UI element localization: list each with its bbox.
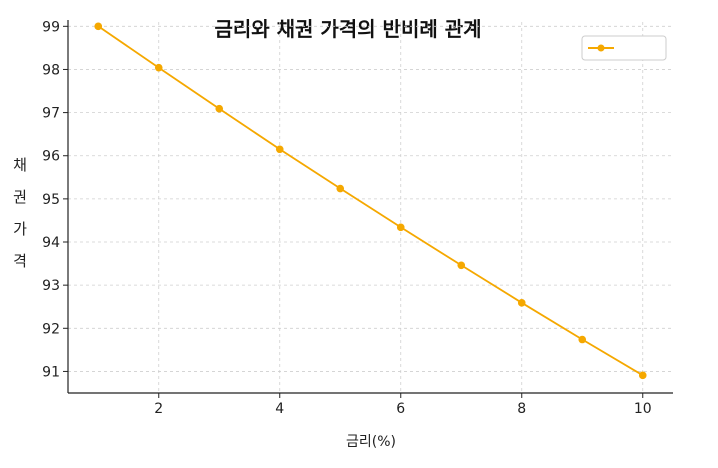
y-tick-label: 93: [42, 278, 60, 294]
axes: [63, 20, 673, 398]
series-layer: [94, 22, 647, 380]
legend: [581, 35, 667, 61]
data-point: [94, 22, 103, 31]
y-tick-label: 92: [42, 321, 60, 337]
x-tick-label: 4: [275, 401, 284, 417]
x-tick-label: 6: [396, 401, 405, 417]
y-tick-label: 99: [42, 19, 60, 35]
y-tick-label: 97: [42, 106, 60, 122]
data-point: [154, 63, 163, 72]
y-tick-label: 91: [42, 364, 60, 380]
data-point: [336, 184, 345, 193]
y-tick-label: 96: [42, 149, 60, 165]
y-tick-label: 95: [42, 192, 60, 208]
y-tick-label: 94: [42, 235, 60, 251]
data-point: [457, 261, 466, 270]
grid-lines: [68, 22, 673, 393]
data-point: [517, 299, 526, 307]
x-tick-label: 2: [154, 401, 163, 417]
y-tick-label: 98: [42, 62, 60, 78]
data-point: [578, 335, 587, 344]
chart-title: 금리와 채권 가격의 반비례 관계: [214, 17, 481, 41]
legend-series-marker: [597, 44, 605, 52]
legend-box: [581, 35, 667, 61]
series-line: [97, 25, 644, 377]
data-point: [215, 104, 224, 113]
x-tick-label: 8: [517, 401, 526, 417]
x-axis-label: 금리(%): [346, 434, 396, 450]
tick-labels: 91 92 93 94 95 96 97 98 99 2 4 6 8 10: [42, 19, 651, 417]
data-point: [396, 223, 405, 232]
data-point: [275, 145, 284, 154]
data-point: [638, 371, 647, 380]
x-tick-label: 10: [634, 401, 652, 417]
